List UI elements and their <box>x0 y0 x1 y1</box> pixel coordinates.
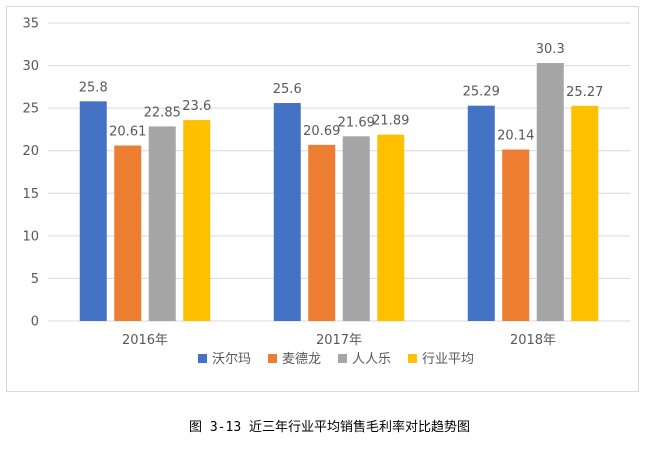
bar <box>79 101 107 322</box>
legend-label: 沃尔玛 <box>212 352 251 367</box>
data-label: 25.29 <box>463 85 500 100</box>
data-label: 23.6 <box>182 99 211 114</box>
y-tick-label: 30 <box>22 59 39 74</box>
y-axis-ticks: 0 5 10 15 20 25 30 35 <box>22 17 39 330</box>
y-tick-label: 20 <box>22 144 39 159</box>
bar <box>308 144 336 321</box>
bars <box>79 63 599 322</box>
data-label: 20.14 <box>497 129 534 144</box>
data-label: 21.89 <box>372 114 409 129</box>
x-axis-categories: 2016年 2017年 2018年 <box>122 333 556 348</box>
bar <box>377 134 405 321</box>
figure-caption: 图 3-13 近三年行业平均销售毛利率对比趋势图 <box>189 420 470 435</box>
legend-swatch <box>408 354 417 363</box>
data-label: 21.69 <box>338 115 375 130</box>
bar <box>148 126 176 321</box>
bar <box>114 145 142 321</box>
legend: 沃尔玛 麦德龙 人人乐 行业平均 <box>198 352 474 367</box>
data-label: 25.27 <box>566 85 603 100</box>
y-tick-label: 0 <box>31 315 39 330</box>
legend-swatch <box>338 354 347 363</box>
bar <box>467 105 495 322</box>
chart-frame: 0 5 10 15 20 25 30 35 25.8 20.61 22.85 23.6 25.6 20.… <box>6 6 639 392</box>
data-label: 20.69 <box>303 124 340 139</box>
legend-swatch <box>268 354 277 363</box>
bar <box>273 103 301 321</box>
bar <box>571 105 599 322</box>
data-label: 25.8 <box>79 80 108 95</box>
bar-chart: 0 5 10 15 20 25 30 35 25.8 20.61 22.85 23.6 25.6 20.… <box>22 17 630 367</box>
y-tick-label: 25 <box>22 102 39 117</box>
data-label: 30.3 <box>536 42 565 57</box>
bar <box>536 63 564 321</box>
legend-label: 行业平均 <box>422 352 474 367</box>
x-category-label: 2016年 <box>122 333 168 348</box>
gridlines <box>48 22 630 322</box>
data-label: 25.6 <box>273 82 302 97</box>
x-category-label: 2018年 <box>510 333 556 348</box>
y-tick-label: 35 <box>22 17 39 32</box>
legend-label: 人人乐 <box>352 352 391 367</box>
legend-swatch <box>198 354 207 363</box>
x-category-label: 2017年 <box>316 333 362 348</box>
data-label: 22.85 <box>144 105 181 120</box>
data-label: 20.61 <box>109 125 146 140</box>
bar <box>502 149 530 321</box>
bar <box>342 136 370 321</box>
bar <box>183 120 211 321</box>
y-tick-label: 10 <box>22 229 39 244</box>
y-tick-label: 15 <box>22 187 39 202</box>
legend-label: 麦德龙 <box>282 352 321 367</box>
y-tick-label: 5 <box>31 272 39 287</box>
